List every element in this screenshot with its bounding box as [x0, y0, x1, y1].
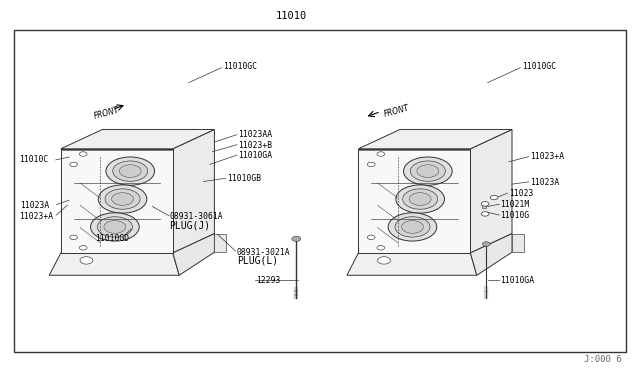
Polygon shape — [512, 234, 524, 252]
Circle shape — [106, 157, 155, 185]
Circle shape — [396, 185, 445, 213]
Polygon shape — [49, 253, 179, 275]
Bar — [14, 30, 626, 352]
Text: 11023AA: 11023AA — [238, 130, 272, 139]
Circle shape — [70, 235, 77, 240]
Polygon shape — [470, 129, 512, 253]
Text: PLUG(J): PLUG(J) — [170, 220, 211, 230]
Circle shape — [113, 161, 148, 181]
Text: 11010GD: 11010GD — [95, 234, 129, 243]
Text: 11010G: 11010G — [500, 211, 530, 220]
Text: 11010GA: 11010GA — [500, 276, 534, 285]
Circle shape — [367, 162, 375, 167]
Text: 08931-3021A: 08931-3021A — [237, 248, 291, 257]
Circle shape — [367, 235, 375, 240]
Text: 12293: 12293 — [256, 276, 280, 285]
Polygon shape — [347, 253, 477, 275]
Text: FRONT: FRONT — [93, 106, 120, 121]
Text: PLUG(L): PLUG(L) — [237, 256, 278, 266]
Text: J:000 6: J:000 6 — [584, 355, 622, 364]
Circle shape — [481, 212, 489, 216]
Polygon shape — [173, 234, 214, 275]
Circle shape — [80, 257, 93, 264]
Circle shape — [104, 221, 126, 233]
Text: 11010GB: 11010GB — [227, 174, 261, 183]
Circle shape — [409, 193, 431, 205]
FancyBboxPatch shape — [482, 205, 486, 208]
Text: 08931-3061A: 08931-3061A — [170, 212, 223, 221]
Text: 11023+A: 11023+A — [530, 153, 564, 161]
Text: 11023+A: 11023+A — [19, 212, 53, 221]
Text: FRONT: FRONT — [383, 104, 410, 119]
Circle shape — [119, 165, 141, 177]
Circle shape — [404, 157, 452, 185]
Circle shape — [292, 236, 301, 241]
Circle shape — [99, 185, 147, 213]
Text: 11010GA: 11010GA — [238, 151, 272, 160]
Circle shape — [91, 213, 140, 241]
Polygon shape — [470, 234, 512, 275]
Text: 11021M: 11021M — [500, 200, 530, 209]
Text: 11023A: 11023A — [530, 178, 559, 187]
Circle shape — [377, 152, 385, 156]
Circle shape — [395, 217, 430, 237]
Circle shape — [481, 202, 489, 206]
Circle shape — [403, 189, 438, 209]
Circle shape — [388, 213, 437, 241]
Polygon shape — [173, 129, 214, 253]
Circle shape — [378, 257, 390, 264]
Polygon shape — [358, 129, 512, 149]
Circle shape — [490, 195, 498, 200]
Circle shape — [410, 161, 445, 181]
Circle shape — [401, 221, 424, 233]
Polygon shape — [214, 234, 226, 252]
Text: 11010: 11010 — [276, 12, 307, 21]
Polygon shape — [61, 129, 214, 149]
Text: 11010GC: 11010GC — [522, 62, 556, 71]
Polygon shape — [358, 149, 470, 253]
Circle shape — [105, 189, 140, 209]
Circle shape — [483, 242, 490, 246]
Text: 11023A: 11023A — [20, 201, 50, 210]
Circle shape — [70, 162, 77, 167]
Polygon shape — [61, 149, 173, 253]
Circle shape — [97, 217, 132, 237]
Circle shape — [111, 193, 134, 205]
Circle shape — [79, 246, 87, 250]
Circle shape — [417, 165, 439, 177]
Text: 11010GC: 11010GC — [223, 62, 257, 71]
Text: 11023: 11023 — [509, 189, 533, 198]
Circle shape — [79, 152, 87, 156]
Circle shape — [377, 246, 385, 250]
Text: 11010C: 11010C — [19, 155, 49, 164]
Text: 11023+B: 11023+B — [238, 141, 272, 150]
